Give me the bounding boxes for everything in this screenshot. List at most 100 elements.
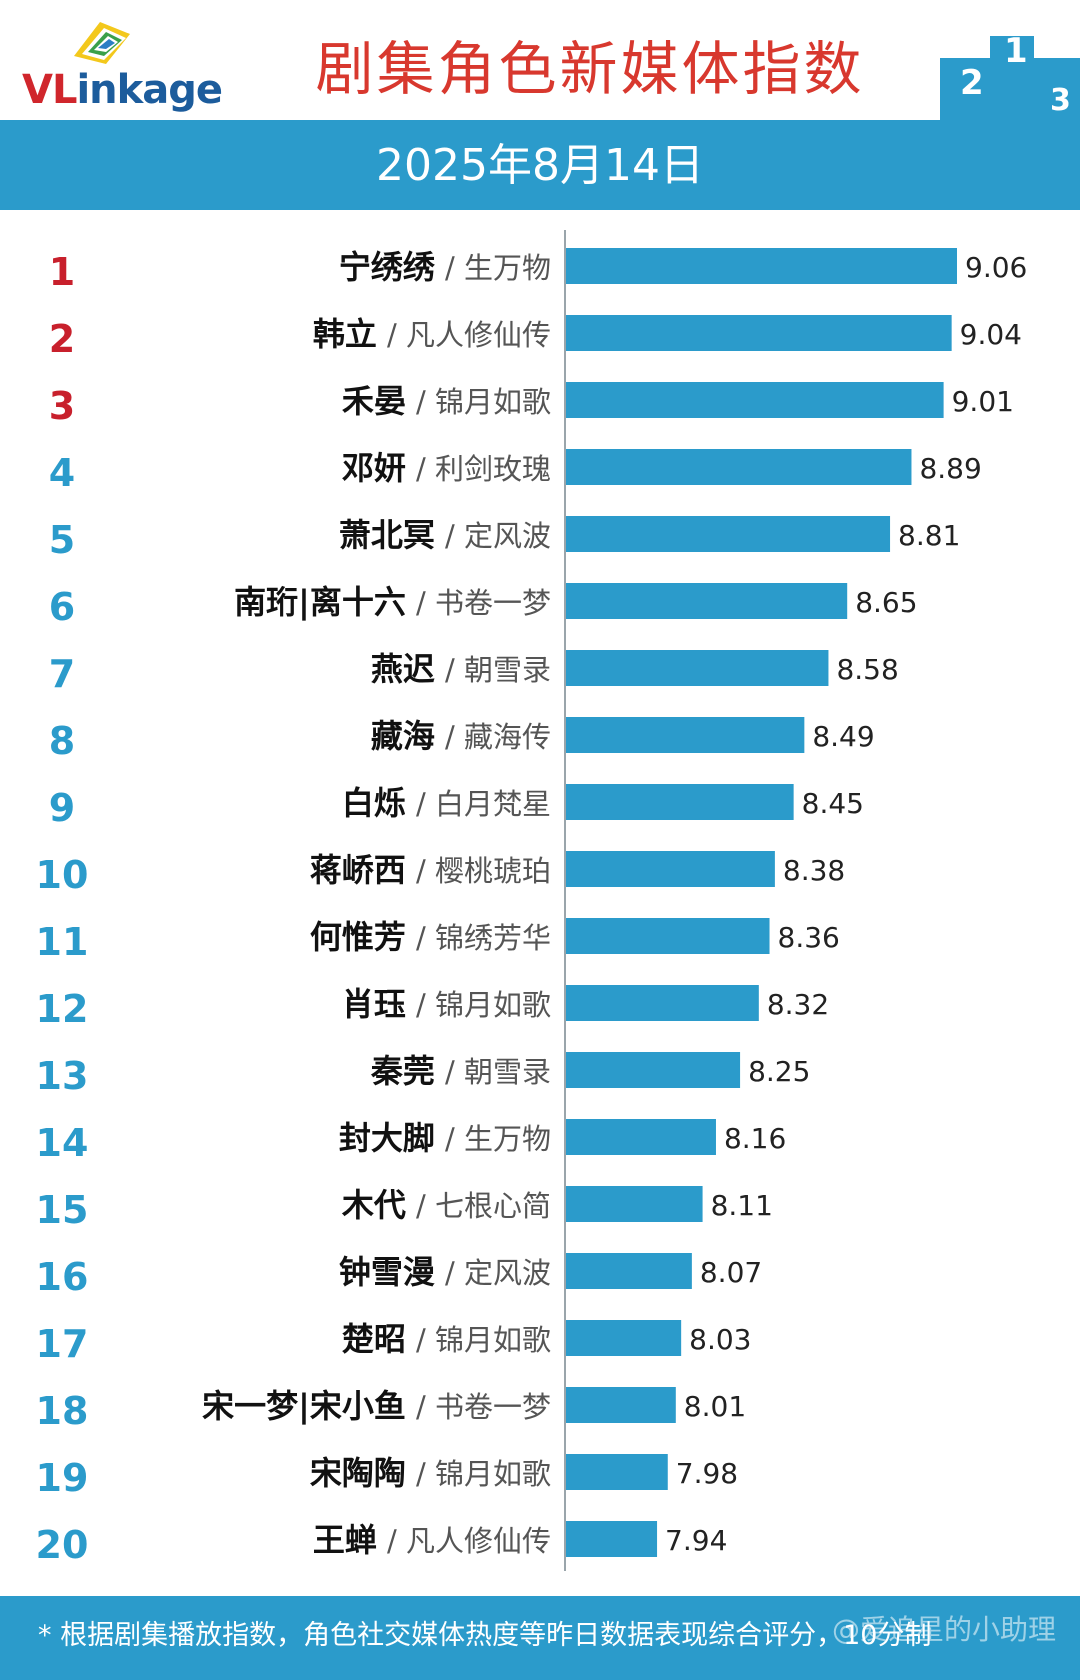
category-label: 肖珏 / 锦月如歌	[342, 985, 551, 1023]
rank-number: 10	[36, 853, 89, 897]
category-label: 宋一梦|宋小鱼 / 书卷一梦	[202, 1387, 551, 1426]
character-name: 封大脚	[339, 1119, 435, 1157]
bar	[566, 1320, 682, 1356]
podium-label-1: 1	[1004, 31, 1028, 71]
label-gap	[406, 784, 416, 822]
label-gap	[377, 315, 387, 353]
label-gap	[406, 583, 416, 621]
label-gap	[435, 1253, 445, 1291]
value-label: 8.01	[684, 1390, 746, 1423]
label-gap	[406, 382, 416, 420]
rank-number: 18	[36, 1389, 89, 1433]
drama-name: / 定风波	[445, 519, 551, 553]
character-name: 王蝉	[313, 1521, 377, 1559]
value-label: 9.04	[960, 318, 1022, 351]
bar	[566, 1253, 692, 1289]
character-name: 肖珏	[342, 985, 406, 1023]
drama-name: / 锦月如歌	[416, 988, 551, 1022]
bar	[566, 918, 770, 954]
character-name: 白烁	[342, 784, 406, 822]
bar	[566, 650, 829, 686]
rank-number: 16	[36, 1255, 89, 1299]
character-name: 蒋峤西	[310, 851, 406, 889]
value-label: 9.06	[965, 251, 1027, 284]
category-label: 楚昭 / 锦月如歌	[342, 1320, 551, 1358]
bar	[566, 1454, 668, 1490]
category-label: 藏海 / 藏海传	[371, 717, 551, 755]
drama-name: / 凡人修仙传	[387, 318, 551, 352]
rank-number: 5	[49, 518, 75, 562]
logo-text-vl: VL	[22, 67, 77, 113]
category-label: 宋陶陶 / 锦月如歌	[310, 1454, 551, 1492]
ranking-bar-chart: 1 宁绣绣 / 生万物 9.06 2 韩立 / 凡人修仙传 9.04 3 禾晏 / 锦月如歌 9…	[36, 230, 1027, 1571]
drama-name: / 锦月如歌	[416, 1457, 551, 1491]
bar	[566, 583, 848, 619]
label-gap	[406, 1454, 416, 1492]
rank-number: 17	[36, 1322, 89, 1366]
category-label: 封大脚 / 生万物	[339, 1119, 551, 1157]
label-gap	[406, 1387, 416, 1425]
label-gap	[435, 1119, 445, 1157]
bar	[566, 1186, 703, 1222]
date-label: 2025年8月14日	[376, 140, 704, 191]
bar	[566, 985, 759, 1021]
rank-number: 14	[36, 1121, 89, 1165]
value-label: 7.98	[676, 1457, 738, 1490]
label-gap	[435, 1052, 445, 1090]
drama-name: / 定风波	[445, 1256, 551, 1290]
bar	[566, 717, 805, 753]
drama-name: / 书卷一梦	[416, 586, 551, 620]
value-label: 8.65	[855, 586, 917, 619]
vlinkage-logo: VLinkage	[10, 18, 240, 110]
rank-number: 19	[36, 1456, 89, 1500]
category-label: 秦莞 / 朝雪录	[370, 1052, 551, 1090]
date-bar: 2025年8月14日	[0, 120, 1080, 210]
rank-number: 3	[49, 384, 75, 428]
drama-name: / 生万物	[445, 1122, 551, 1156]
rank-number: 6	[49, 585, 75, 629]
watermark: @爱追星的小助理	[832, 1613, 1057, 1646]
rank-number: 8	[49, 719, 75, 763]
value-label: 8.36	[778, 921, 840, 954]
drama-name: / 白月梵星	[416, 787, 551, 821]
bar	[566, 1119, 716, 1155]
drama-name: / 锦月如歌	[416, 1323, 551, 1357]
character-name: 南珩|离十六	[234, 583, 406, 622]
label-gap	[435, 717, 445, 755]
rank-number: 12	[36, 987, 89, 1031]
character-name: 藏海	[371, 717, 435, 755]
character-name: 宋陶陶	[310, 1454, 406, 1492]
rank-number: 7	[49, 652, 75, 696]
bar	[566, 516, 891, 552]
rank-number: 11	[36, 920, 89, 964]
character-name: 木代	[341, 1186, 406, 1224]
label-gap	[406, 985, 416, 1023]
value-label: 8.07	[700, 1256, 762, 1289]
footer: * 根据剧集播放指数，角色社交媒体热度等昨日数据表现综合评分，10分制 @爱追星…	[0, 1596, 1080, 1680]
drama-name: / 凡人修仙传	[387, 1524, 551, 1558]
bar	[566, 382, 944, 418]
bar	[566, 1387, 676, 1423]
category-label: 白烁 / 白月梵星	[342, 784, 551, 822]
category-label: 何惟芳 / 锦绣芳华	[310, 918, 551, 956]
value-label: 8.81	[898, 519, 960, 552]
character-name: 钟雪漫	[339, 1253, 435, 1291]
label-gap	[435, 650, 445, 688]
category-label: 燕迟 / 朝雪录	[371, 650, 551, 688]
category-label: 宁绣绣 / 生万物	[339, 248, 551, 286]
bar	[566, 1052, 741, 1088]
category-label: 禾晏 / 锦月如歌	[342, 382, 551, 420]
character-name: 萧北冥	[339, 516, 435, 554]
rank-number: 1	[49, 250, 75, 294]
label-gap	[406, 851, 416, 889]
character-name: 宋一梦|宋小鱼	[202, 1387, 406, 1426]
drama-name: / 樱桃琥珀	[416, 854, 551, 888]
rank-number: 13	[36, 1054, 89, 1098]
logo-text-inkage: inkage	[76, 67, 223, 113]
rank-number: 2	[49, 317, 75, 361]
footnote: * 根据剧集播放指数，角色社交媒体热度等昨日数据表现综合评分，10分制	[38, 1620, 932, 1651]
value-label: 8.11	[711, 1189, 773, 1222]
podium-icon: 2 1 3	[940, 31, 1080, 120]
value-label: 8.45	[802, 787, 864, 820]
podium-label-2: 2	[960, 63, 984, 103]
